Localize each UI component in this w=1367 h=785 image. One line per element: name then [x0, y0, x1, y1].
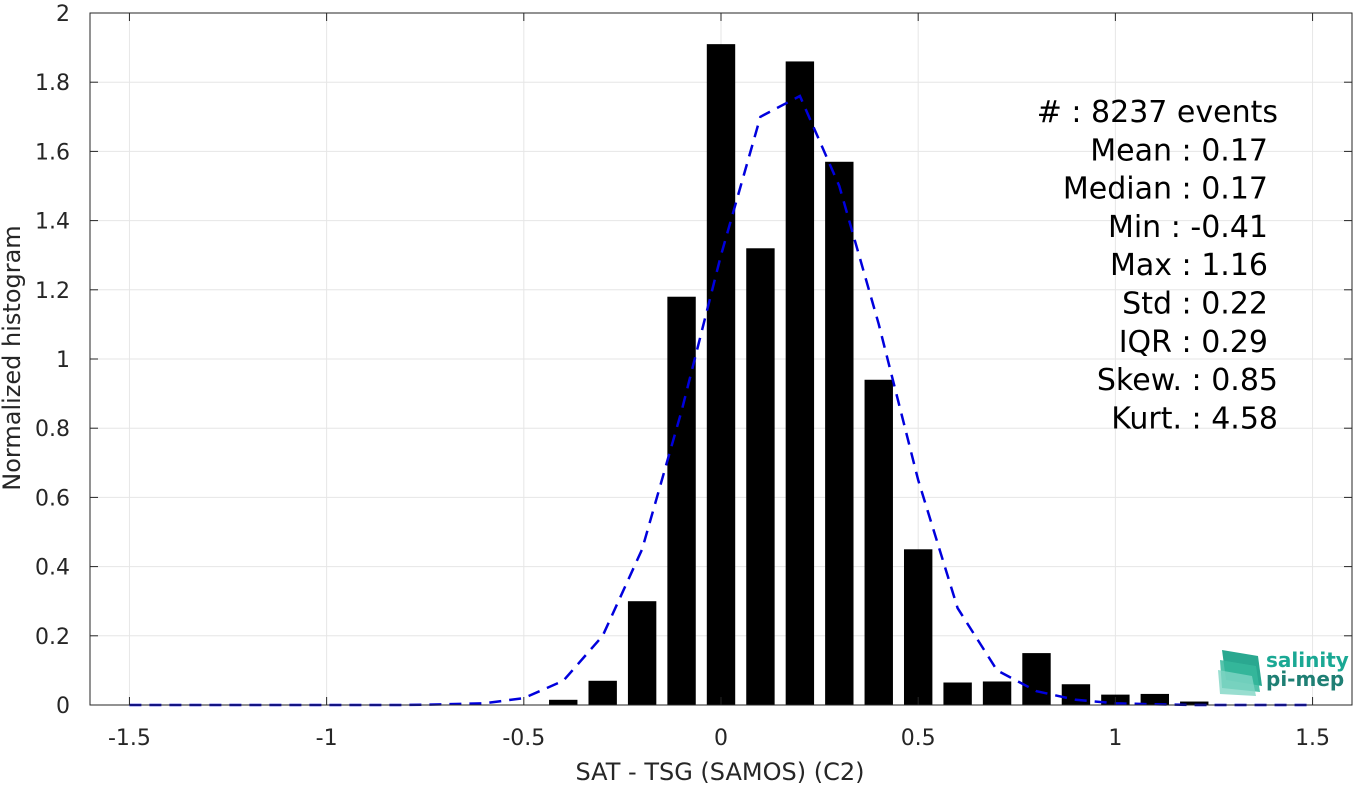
bar-2: [627, 601, 657, 705]
bar-11: [982, 681, 1012, 705]
bar-1: [588, 680, 617, 705]
stat-line-7: Skew. : 0.85: [1097, 363, 1278, 398]
stat-line-5: Std : 0.22: [1122, 287, 1268, 322]
stat-line-3: Min : -0.41: [1108, 210, 1268, 245]
y-axis-label: Normalized histogram: [0, 225, 26, 490]
x-tick-label-2: -0.5: [502, 726, 545, 751]
bar-5: [746, 248, 775, 705]
bar-12: [1022, 653, 1051, 705]
bar-7: [825, 161, 854, 705]
bar-16: [1180, 701, 1209, 705]
x-tick-label-1: -1: [316, 726, 338, 751]
x-tick-label-5: 1: [1108, 726, 1122, 751]
y-tick-label-10: 2: [56, 2, 70, 27]
y-tick-label-9: 1.8: [35, 71, 70, 96]
bars: [549, 44, 1209, 705]
bar-3: [667, 296, 696, 705]
bar-8: [864, 379, 893, 705]
stat-line-1: Mean : 0.17: [1090, 133, 1268, 168]
y-ticks: 0 0.2 0.4 0.6 0.8 1 1.2 1.4 1.6 1.8 2: [35, 2, 1352, 719]
stat-line-0: # : 8237 events: [1037, 95, 1278, 130]
y-tick-label-3: 0.6: [35, 486, 70, 511]
x-tick-label-4: 0.5: [901, 726, 936, 751]
bar-0: [549, 699, 578, 705]
y-tick-label-7: 1.4: [35, 210, 70, 235]
stat-line-6: IQR : 0.29: [1119, 325, 1268, 360]
y-tick-label-1: 0.2: [35, 625, 70, 650]
x-tick-label-3: 0: [714, 726, 728, 751]
bar-9: [903, 549, 933, 705]
x-ticks: -1.5 -1 -0.5 0 0.5 1 1.5: [108, 13, 1330, 751]
x-axis-label: SAT - TSG (SAMOS) (C2): [576, 758, 865, 785]
stat-line-4: Max : 1.16: [1110, 248, 1268, 283]
bar-10: [943, 682, 972, 705]
y-tick-label-8: 1.6: [35, 140, 70, 165]
y-tick-label-5: 1: [56, 348, 70, 373]
bar-4: [706, 44, 736, 705]
y-tick-label-2: 0.4: [35, 556, 70, 581]
y-tick-label-0: 0: [56, 694, 70, 719]
bar-6: [785, 61, 815, 705]
x-tick-label-6: 1.5: [1295, 726, 1330, 751]
logo-text-salinity: salinity: [1266, 648, 1349, 672]
logo-waves-icon: [1218, 650, 1262, 696]
stat-line-8: Kurt. : 4.58: [1111, 401, 1278, 436]
stat-line-2: Median : 0.17: [1063, 172, 1268, 207]
logo-text-pimep: pi-mep: [1266, 667, 1344, 691]
y-tick-label-4: 0.8: [35, 417, 70, 442]
bar-15: [1140, 693, 1170, 705]
y-tick-label-6: 1.2: [35, 279, 70, 304]
x-tick-label-0: -1.5: [108, 726, 151, 751]
salinity-pi-mep-logo: salinity pi-mep: [1218, 648, 1349, 696]
